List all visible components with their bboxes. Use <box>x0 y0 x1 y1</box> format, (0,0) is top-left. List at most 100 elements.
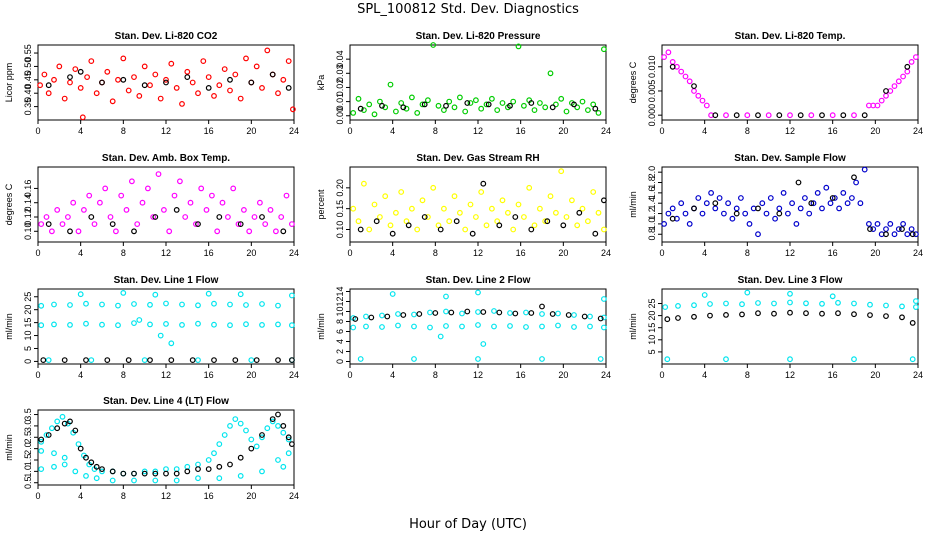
data-series <box>661 166 919 238</box>
data-point <box>84 74 90 80</box>
data-point <box>883 88 889 94</box>
data-point <box>528 226 535 233</box>
data-point <box>152 477 159 484</box>
x-tick-label: 4 <box>78 370 83 380</box>
data-point <box>350 324 357 331</box>
data-point <box>464 100 471 106</box>
data-point <box>579 205 586 212</box>
data-point <box>83 320 89 327</box>
panel-title: Stan. Dev. Li-820 Temp. <box>735 31 846 42</box>
data-point <box>597 315 604 322</box>
data-point <box>851 174 857 181</box>
data-point <box>227 301 233 308</box>
data-point <box>874 220 881 227</box>
data-point <box>290 106 296 113</box>
data-point <box>75 228 82 235</box>
data-point <box>691 83 697 89</box>
data-point <box>211 92 217 99</box>
data-point <box>414 109 421 116</box>
data-point <box>723 300 729 307</box>
data-point <box>205 466 212 473</box>
data-point <box>125 357 132 364</box>
data-point <box>521 102 527 109</box>
panel-title: Stan. Dev. Line 1 Flow <box>114 275 219 286</box>
x-tick-label: 12 <box>473 126 483 136</box>
data-point <box>808 200 815 207</box>
x-tick-label: 4 <box>78 126 83 136</box>
x-tick-label: 16 <box>516 126 526 136</box>
data-point <box>168 340 175 347</box>
x-tick-label: 24 <box>913 248 923 258</box>
data-point <box>38 322 45 329</box>
data-point <box>739 301 745 308</box>
data-point <box>664 316 671 323</box>
data-point <box>427 324 433 331</box>
x-tick-label: 8 <box>433 126 438 136</box>
x-tick-label: 24 <box>289 126 299 136</box>
data-point <box>237 95 244 102</box>
data-point <box>221 432 228 438</box>
data-point <box>547 193 554 200</box>
data-point <box>134 221 141 228</box>
data-point <box>61 95 68 102</box>
data-point <box>251 214 258 220</box>
data-point <box>411 323 417 330</box>
y-axis-label: degrees C <box>628 61 638 103</box>
data-point <box>393 209 399 216</box>
y-tick-label: 0.40 <box>23 84 33 102</box>
x-tick-label: 0 <box>35 126 40 136</box>
data-point <box>478 105 485 112</box>
data-point <box>899 314 905 321</box>
data-point <box>866 220 872 227</box>
data-point <box>128 178 135 185</box>
data-point <box>691 302 697 309</box>
data-series <box>38 411 295 477</box>
data-point <box>686 220 693 227</box>
data-point <box>703 102 710 109</box>
data-point <box>899 303 905 310</box>
data-point <box>491 323 497 330</box>
data-point <box>275 302 281 309</box>
data-point <box>695 195 702 201</box>
data-point <box>395 311 401 317</box>
data-point <box>669 59 676 65</box>
data-point <box>163 321 169 327</box>
y-tick-label: 15 <box>23 318 33 328</box>
x-tick-label: 24 <box>913 370 923 380</box>
panel-title: Stan. Dev. Line 4 (LT) Flow <box>103 396 229 407</box>
data-point <box>86 192 93 199</box>
data-point <box>259 468 265 475</box>
data-point <box>289 221 295 228</box>
data-point <box>107 214 114 220</box>
y-tick-label: 0.000 <box>647 104 657 127</box>
data-point <box>192 221 199 228</box>
data-point <box>808 112 815 119</box>
data-point <box>771 310 777 317</box>
data-point <box>664 356 671 363</box>
data-point <box>549 104 556 111</box>
data-point <box>665 210 672 217</box>
data-point <box>38 438 45 445</box>
data-point <box>227 461 233 468</box>
data-point <box>435 222 442 229</box>
plot-frame <box>349 44 607 121</box>
data-point <box>776 205 783 212</box>
data-point <box>691 88 697 94</box>
data-point <box>480 341 487 347</box>
data-point <box>571 101 577 108</box>
data-point <box>904 68 911 75</box>
data-point <box>558 95 565 102</box>
data-point <box>496 309 503 316</box>
y-tick-label: 1.5 <box>23 454 33 467</box>
data-point <box>462 226 469 233</box>
x-tick-label: 20 <box>246 370 256 380</box>
data-point <box>499 100 506 106</box>
data-point <box>531 222 538 229</box>
y-tick-label: 0.02 <box>335 79 345 97</box>
x-tick-label: 0 <box>659 126 664 136</box>
data-point <box>712 200 719 207</box>
data-point <box>467 100 474 106</box>
data-point <box>173 84 180 91</box>
data-point <box>267 206 274 213</box>
data-series <box>357 180 607 237</box>
